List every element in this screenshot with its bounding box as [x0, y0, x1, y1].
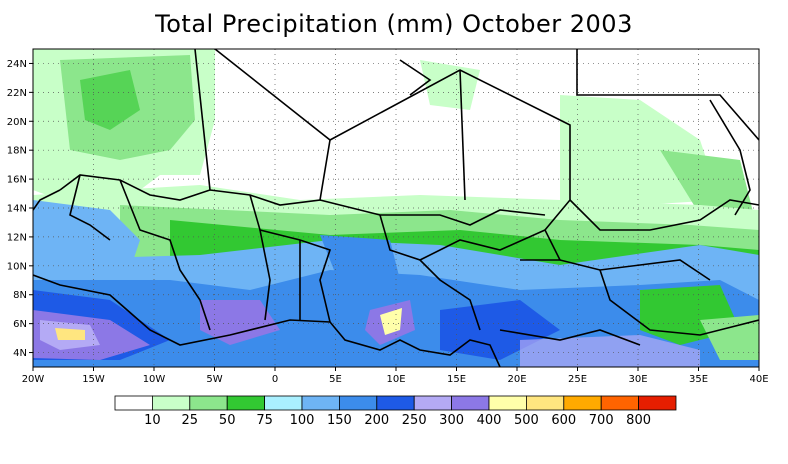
- lon-tick-label: 15E: [447, 374, 466, 385]
- legend-swatch: [488, 395, 527, 411]
- legend-label: 500: [514, 413, 539, 428]
- legend-label: 150: [327, 413, 352, 428]
- legend-swatch: [226, 395, 265, 411]
- legend-swatch: [563, 395, 602, 411]
- legend-label: 200: [364, 413, 389, 428]
- lat-tick-label: 24N: [7, 59, 27, 70]
- lat-tick-label: 10N: [7, 261, 27, 272]
- lat-tick-label: 14N: [7, 204, 27, 215]
- country-borders: [33, 49, 759, 367]
- lon-tick-label: 20E: [507, 374, 526, 385]
- color-legend: 10 25 50 75 100 150 200 250 300 400 500 600 700 800: [114, 395, 677, 428]
- lat-tick-label: 8N: [13, 290, 27, 301]
- legend-swatch: [600, 395, 640, 411]
- lon-tick-label: 15W: [82, 374, 105, 385]
- legend-label: 800: [626, 413, 651, 428]
- map-title: Total Precipitation (mm) October 2003: [155, 10, 633, 38]
- lon-tick-label: 30E: [628, 374, 647, 385]
- legend-label: 100: [290, 413, 315, 428]
- legend-swatch: [189, 395, 228, 411]
- legend-label: 25: [182, 413, 199, 428]
- legend-swatch: [338, 395, 378, 411]
- legend-label: 75: [256, 413, 273, 428]
- lon-tick-label: 25E: [568, 374, 587, 385]
- legend-label: 10: [144, 413, 161, 428]
- lat-tick-label: 6N: [13, 319, 27, 330]
- lon-tick-label: 35E: [689, 374, 708, 385]
- legend-label: 300: [439, 413, 464, 428]
- lon-tick-label: 5W: [206, 374, 222, 385]
- lat-tick-label: 4N: [13, 348, 27, 359]
- legend-label: 700: [589, 413, 614, 428]
- lon-tick-label: 10W: [143, 374, 166, 385]
- lat-tick-label: 18N: [7, 146, 27, 157]
- legend-label: 600: [551, 413, 576, 428]
- longitude-ticks: 20W 15W 10W 5W 0 5E 10E 15E 20E 25E 30E 35E 40E: [22, 367, 769, 385]
- legend-swatch: [264, 395, 303, 411]
- legend-swatch: [526, 395, 565, 411]
- legend-swatch: [413, 395, 453, 411]
- lat-tick-label: 12N: [7, 232, 27, 243]
- legend-swatch: [376, 395, 415, 411]
- legend-swatch: [638, 395, 677, 411]
- lat-tick-label: 22N: [7, 88, 27, 99]
- legend-swatch: [451, 395, 490, 411]
- latitude-ticks: 4N 6N 8N 10N 12N 14N 16N 18N 20N 22N 24N: [7, 59, 33, 359]
- lat-tick-label: 20N: [7, 117, 27, 128]
- legend-swatch: [151, 395, 191, 411]
- lon-tick-label: 0: [272, 374, 278, 385]
- lat-tick-label: 16N: [7, 175, 27, 186]
- legend-swatch: [301, 395, 340, 411]
- lon-tick-label: 5E: [329, 374, 342, 385]
- legend-label: 400: [477, 413, 502, 428]
- lon-tick-label: 20W: [22, 374, 45, 385]
- lon-tick-label: 40E: [749, 374, 768, 385]
- legend-label: 50: [219, 413, 236, 428]
- legend-label: 250: [402, 413, 427, 428]
- legend-swatch: [114, 395, 153, 411]
- lon-tick-label: 10E: [386, 374, 405, 385]
